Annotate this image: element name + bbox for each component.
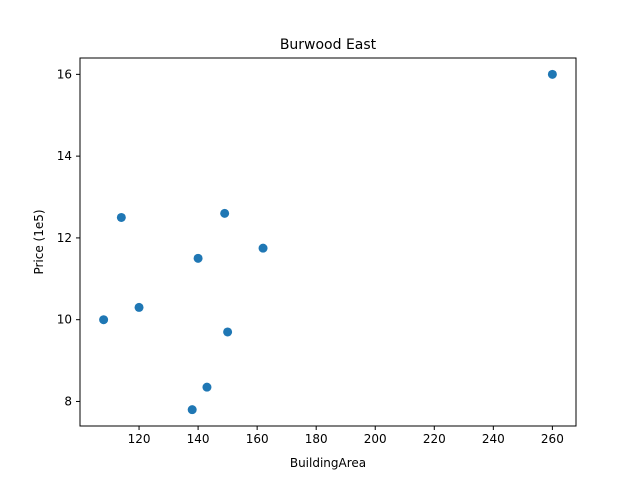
data-point-2: [134, 302, 144, 312]
data-point-3: [187, 405, 197, 415]
x-tick-label-5: 220: [423, 432, 446, 446]
x-tick-label-6: 240: [482, 432, 505, 446]
data-point-4: [193, 253, 203, 263]
x-tick-label-3: 180: [305, 432, 328, 446]
chart-title: Burwood East: [280, 37, 377, 53]
x-axis: 120 140 160 180 200 220 240 260: [128, 426, 564, 446]
x-tick-label-2: 160: [246, 432, 269, 446]
y-axis-title: Price (1e5): [32, 209, 46, 274]
y-tick-label-0: 8: [64, 394, 72, 408]
data-point-6: [220, 208, 230, 218]
data-point-5: [202, 382, 212, 392]
data-point-9: [547, 69, 557, 79]
x-tick-label-0: 120: [128, 432, 151, 446]
points-layer: [99, 69, 557, 415]
plot-frame: [79, 57, 577, 427]
y-tick-label-4: 16: [57, 67, 72, 81]
x-tick-label-4: 200: [364, 432, 387, 446]
y-tick-label-1: 10: [57, 313, 72, 327]
data-point-1: [116, 212, 126, 222]
y-axis: 8 10 12 14 16: [57, 67, 80, 408]
data-point-0: [99, 315, 109, 325]
data-point-7: [223, 327, 233, 337]
x-tick-label-1: 140: [187, 432, 210, 446]
data-point-8: [258, 243, 268, 253]
x-axis-title: BuildingArea: [290, 456, 366, 470]
x-tick-label-7: 260: [541, 432, 564, 446]
y-tick-label-2: 12: [57, 231, 72, 245]
y-tick-label-3: 14: [57, 149, 72, 163]
